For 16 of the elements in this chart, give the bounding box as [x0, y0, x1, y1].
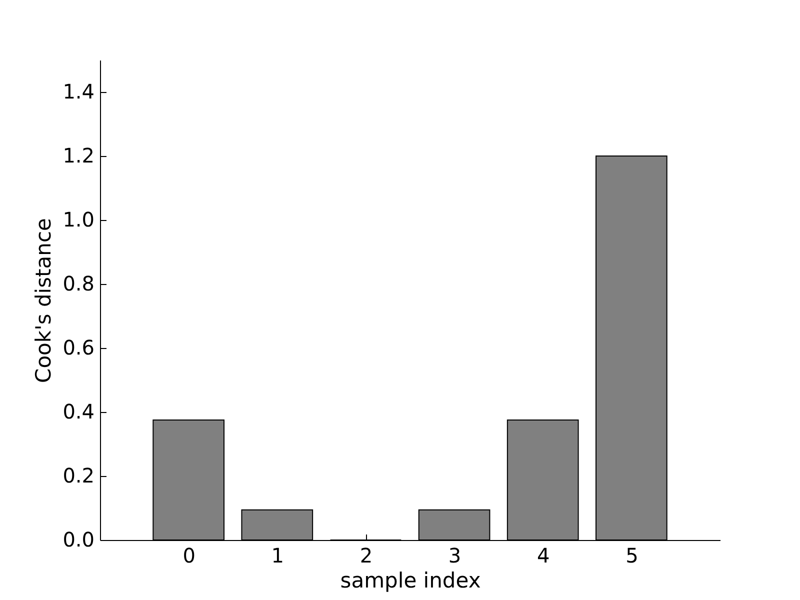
y-tick-label: 0.8: [62, 272, 94, 296]
y-tick-label: 0.0: [62, 528, 94, 552]
y-tick-label: 1.4: [62, 80, 94, 104]
x-tick-label: 3: [448, 544, 462, 568]
y-tick-label: 0.4: [62, 400, 94, 424]
x-tick-label: 1: [271, 544, 284, 568]
x-tick-label: 4: [536, 544, 550, 568]
x-tick-label: 5: [626, 544, 638, 568]
x-axis-title: sample index: [340, 568, 481, 592]
x-tick-label: 0: [182, 544, 196, 568]
y-tick-label: 1.2: [62, 144, 94, 168]
y-tick-label: 0.6: [62, 336, 94, 360]
y-tick-label: 1.0: [62, 208, 94, 232]
y-tick-label: 0.2: [62, 464, 94, 488]
y-axis-title: Cook's distance: [32, 218, 56, 383]
x-tick-label: 2: [360, 544, 373, 568]
